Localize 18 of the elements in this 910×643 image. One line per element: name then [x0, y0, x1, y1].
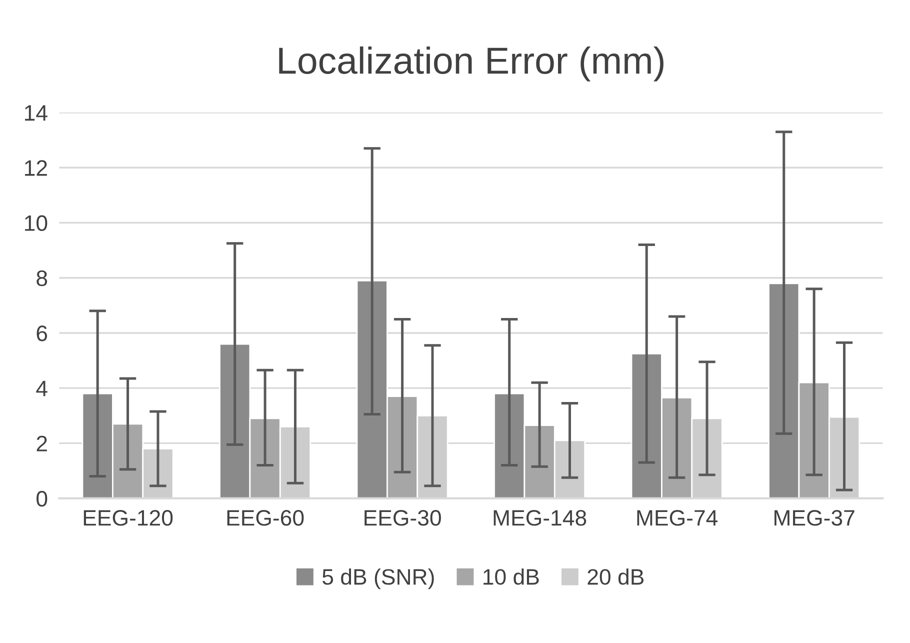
legend-label: 20 dB [588, 568, 644, 585]
y-tick-label: 6 [36, 326, 48, 342]
x-tick-label: MEG-37 [774, 510, 854, 526]
y-tick-label: 0 [36, 490, 48, 507]
x-tick-label: EEG-30 [364, 510, 441, 526]
x-tick-label: MEG-74 [637, 510, 718, 526]
x-tick-label: MEG-148 [494, 510, 586, 526]
y-tick-label: 10 [25, 215, 48, 232]
y-tick-label: 8 [36, 270, 48, 286]
legend-label: 5 dB (SNR) [322, 568, 434, 590]
chart-title: Localization Error (mm) [279, 46, 664, 82]
y-tick-label: 12 [25, 160, 47, 176]
x-tick-label: EEG-60 [227, 510, 304, 526]
y-tick-label: 4 [36, 380, 48, 396]
y-tick-label: 14 [25, 105, 48, 121]
y-tick-label: 2 [36, 436, 47, 452]
legend-label: 10 dB [484, 568, 539, 585]
x-tick-label: EEG-120 [84, 510, 173, 526]
